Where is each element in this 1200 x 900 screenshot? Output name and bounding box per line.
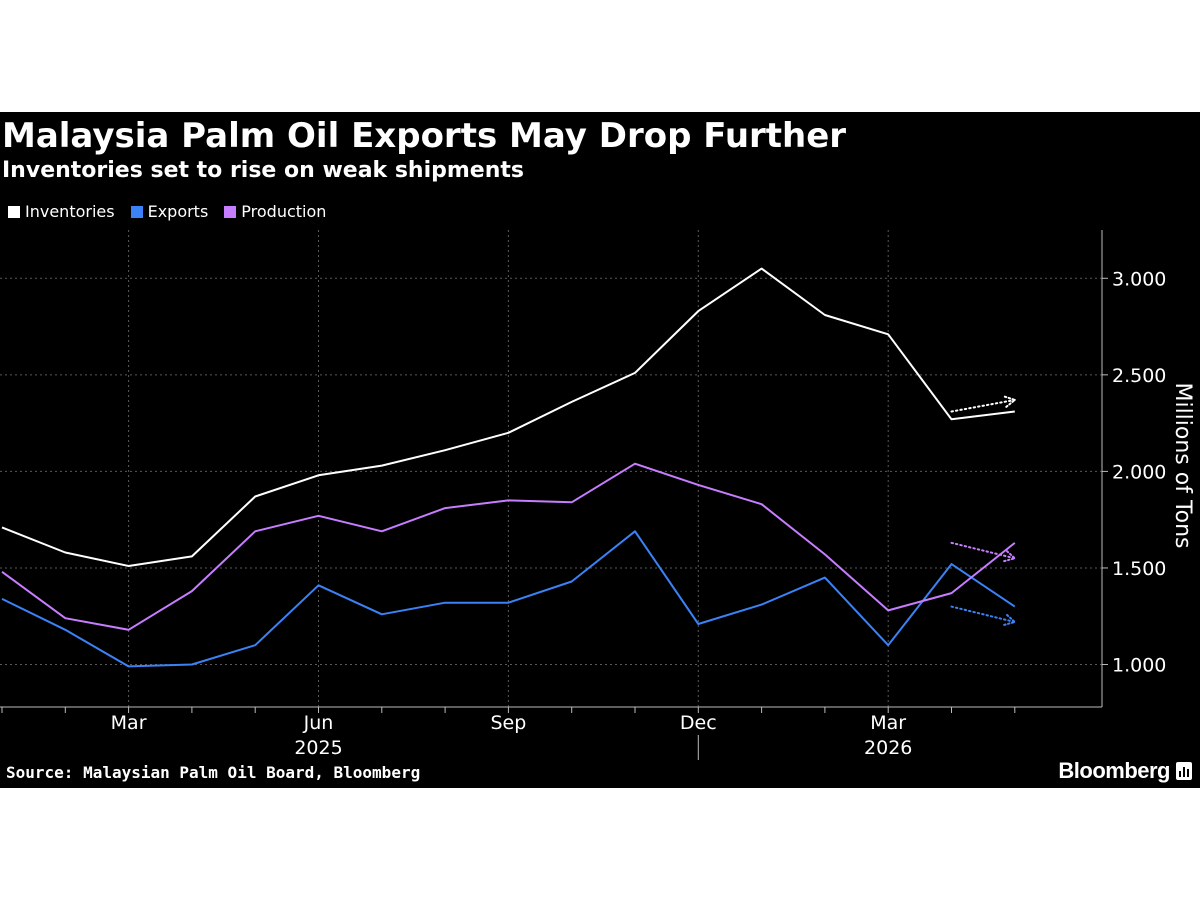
y-axis-title: Millions of Tons [1170, 382, 1195, 548]
bloomberg-logo: Bloomberg [1058, 758, 1192, 784]
x-tick-label: Mar [111, 712, 147, 734]
legend-item-inventories: Inventories [8, 201, 115, 223]
series-line-production [1, 462, 1016, 631]
x-tick-label: Mar [870, 712, 906, 734]
legend-label-inventories: Inventories [25, 202, 115, 221]
x-tick-label: Dec [680, 712, 717, 734]
forecast-line-inventories [950, 398, 1016, 413]
x-year-label: 2025 [294, 737, 342, 759]
legend-item-exports: Exports [130, 201, 209, 223]
x-year-label: 2026 [864, 737, 912, 759]
forecast-arrowhead-exports [1003, 613, 1017, 626]
y-tick-label: 2.000 [1112, 461, 1166, 483]
y-tick-label: 1.500 [1112, 558, 1166, 580]
chart-subtitle: Inventories set to rise on weak shipment… [2, 158, 524, 183]
forecast-line-production [950, 541, 1016, 560]
x-tick-label: Sep [490, 712, 526, 734]
legend-swatch-exports [130, 206, 143, 218]
legend-label-exports: Exports [147, 202, 209, 221]
y-tick-label: 2.500 [1112, 365, 1166, 387]
series-line-exports [1, 530, 1016, 668]
y-tick-label: 1.000 [1112, 655, 1166, 677]
forecast-arrowhead-production [1003, 549, 1017, 563]
chart-title: Malaysia Palm Oil Exports May Drop Furth… [2, 116, 847, 156]
brand-name: Bloomberg [1058, 758, 1170, 783]
legend: Inventories Exports Production [8, 201, 326, 223]
legend-label-production: Production [241, 202, 327, 221]
legend-swatch-inventories [8, 206, 20, 218]
x-tick-label: Jun [303, 712, 334, 734]
line-chart: 1.000 1.500 2.000 2.500 3.000 Mar Jun Sep Dec Mar… [0, 230, 1195, 760]
series-line-inventories [1, 267, 1015, 567]
forecast-line-exports [950, 605, 1016, 624]
source-note: Source: Malaysian Palm Oil Board, Bloomb… [6, 763, 421, 782]
legend-item-production: Production [224, 201, 326, 223]
forecast-arrowhead-inventories [1003, 395, 1017, 408]
chart-panel: Malaysia Palm Oil Exports May Drop Furth… [0, 112, 1200, 788]
y-tick-label: 3.000 [1112, 268, 1166, 290]
legend-swatch-production [224, 206, 237, 218]
bar-chart-icon [1176, 762, 1192, 780]
